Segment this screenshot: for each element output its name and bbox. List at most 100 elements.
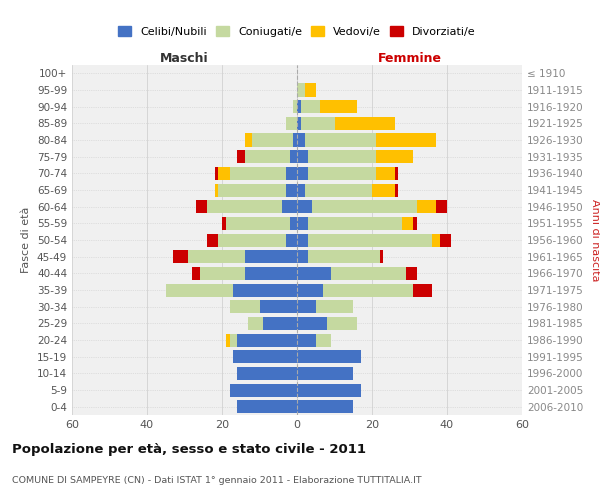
Bar: [237, 367, 297, 380]
Bar: [297, 217, 308, 230]
Bar: [245, 134, 252, 146]
Bar: [316, 300, 353, 313]
Text: Popolazione per età, sesso e stato civile - 2011: Popolazione per età, sesso e stato civil…: [12, 442, 366, 456]
Bar: [218, 167, 229, 180]
Bar: [226, 334, 229, 346]
Bar: [252, 134, 293, 146]
Bar: [432, 234, 439, 246]
Bar: [237, 400, 297, 413]
Bar: [376, 167, 395, 180]
Bar: [207, 234, 218, 246]
Bar: [245, 267, 297, 280]
Bar: [260, 300, 297, 313]
Text: Femmine: Femmine: [377, 52, 442, 65]
Bar: [320, 100, 357, 113]
Bar: [290, 150, 297, 163]
Bar: [297, 317, 327, 330]
Bar: [229, 334, 237, 346]
Bar: [286, 184, 297, 196]
Bar: [293, 100, 297, 113]
Bar: [439, 234, 451, 246]
Bar: [297, 100, 301, 113]
Bar: [413, 284, 432, 296]
Bar: [323, 284, 413, 296]
Bar: [215, 184, 218, 196]
Bar: [376, 150, 413, 163]
Y-axis label: Anni di nascita: Anni di nascita: [590, 198, 600, 281]
Bar: [436, 200, 447, 213]
Bar: [297, 150, 308, 163]
Bar: [293, 134, 297, 146]
Bar: [282, 200, 297, 213]
Bar: [207, 200, 282, 213]
Bar: [297, 134, 305, 146]
Y-axis label: Fasce di età: Fasce di età: [22, 207, 31, 273]
Bar: [286, 167, 297, 180]
Bar: [312, 200, 417, 213]
Bar: [297, 250, 308, 263]
Bar: [301, 100, 320, 113]
Bar: [413, 217, 417, 230]
Bar: [215, 167, 218, 180]
Bar: [229, 300, 260, 313]
Bar: [192, 267, 199, 280]
Bar: [245, 250, 297, 263]
Bar: [286, 117, 297, 130]
Bar: [297, 267, 331, 280]
Bar: [229, 167, 286, 180]
Bar: [233, 350, 297, 363]
Bar: [290, 217, 297, 230]
Bar: [297, 184, 305, 196]
Bar: [173, 250, 188, 263]
Bar: [297, 334, 316, 346]
Bar: [297, 400, 353, 413]
Bar: [166, 284, 233, 296]
Bar: [297, 200, 312, 213]
Bar: [305, 184, 372, 196]
Bar: [406, 267, 417, 280]
Bar: [248, 317, 263, 330]
Bar: [196, 200, 207, 213]
Text: Maschi: Maschi: [160, 52, 209, 65]
Bar: [218, 184, 286, 196]
Bar: [233, 284, 297, 296]
Bar: [297, 84, 305, 96]
Bar: [297, 350, 361, 363]
Bar: [380, 250, 383, 263]
Bar: [372, 184, 395, 196]
Bar: [395, 167, 398, 180]
Bar: [222, 217, 226, 230]
Bar: [297, 167, 308, 180]
Bar: [305, 134, 376, 146]
Bar: [376, 134, 436, 146]
Bar: [308, 250, 380, 263]
Bar: [229, 384, 297, 396]
Bar: [226, 217, 290, 230]
Bar: [188, 250, 245, 263]
Bar: [263, 317, 297, 330]
Bar: [308, 167, 376, 180]
Bar: [297, 300, 316, 313]
Bar: [297, 117, 301, 130]
Text: COMUNE DI SAMPEYRE (CN) - Dati ISTAT 1° gennaio 2011 - Elaborazione TUTTITALIA.I: COMUNE DI SAMPEYRE (CN) - Dati ISTAT 1° …: [12, 476, 422, 485]
Bar: [297, 384, 361, 396]
Bar: [308, 217, 402, 230]
Bar: [308, 234, 432, 246]
Bar: [305, 84, 316, 96]
Bar: [286, 234, 297, 246]
Bar: [237, 334, 297, 346]
Bar: [335, 117, 395, 130]
Bar: [308, 150, 376, 163]
Bar: [245, 150, 290, 163]
Bar: [402, 217, 413, 230]
Bar: [395, 184, 398, 196]
Bar: [297, 234, 308, 246]
Bar: [218, 234, 286, 246]
Bar: [237, 150, 245, 163]
Bar: [316, 334, 331, 346]
Bar: [327, 317, 357, 330]
Bar: [417, 200, 436, 213]
Bar: [297, 284, 323, 296]
Bar: [301, 117, 335, 130]
Bar: [297, 367, 353, 380]
